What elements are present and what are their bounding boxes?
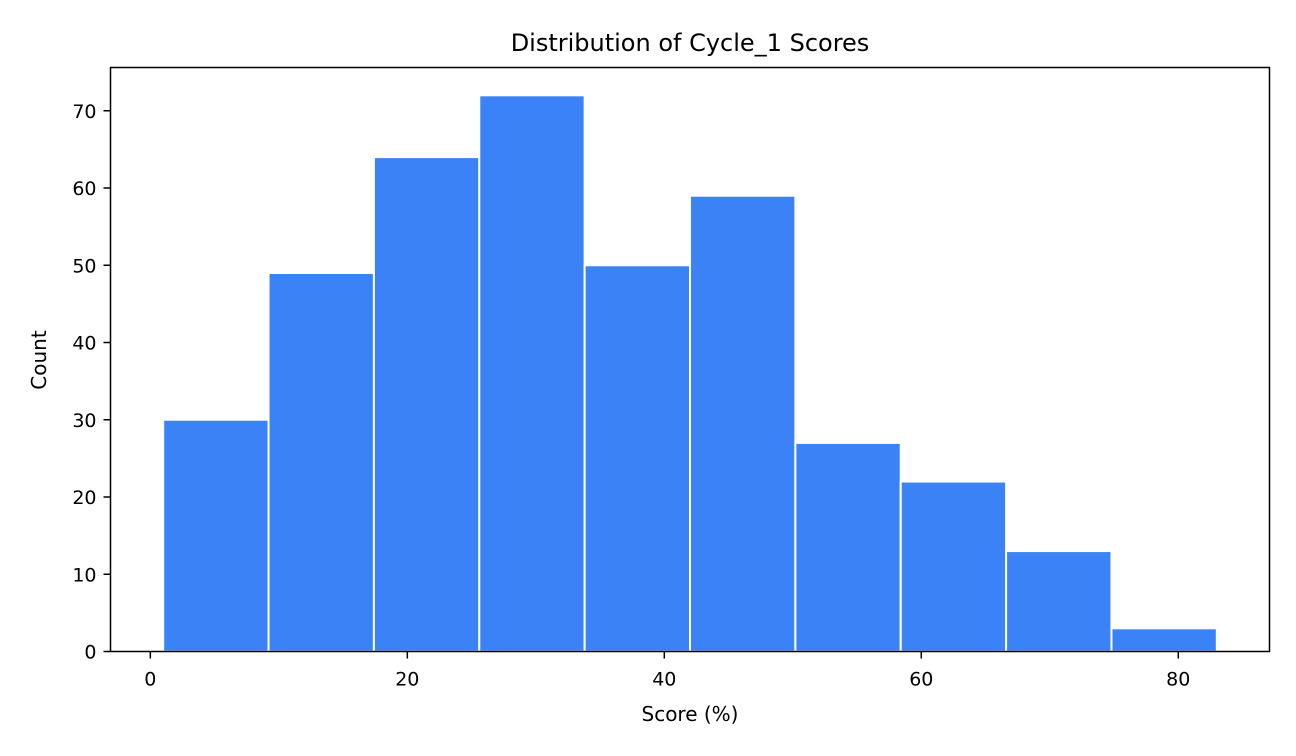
histogram-bar [478, 94, 586, 653]
y-axis-label: Count [27, 330, 51, 390]
y-tick-label: 70 [72, 101, 96, 123]
x-tick-label: 80 [1166, 669, 1190, 691]
y-tick-label: 50 [72, 255, 96, 277]
y-tick-label: 40 [72, 333, 96, 355]
plot-frame [109, 66, 1271, 653]
x-axis-ticks: 0 20 40 60 80 [144, 651, 1190, 691]
histogram-bar [689, 194, 797, 653]
histogram-bar [583, 264, 691, 653]
histogram-bar [794, 441, 902, 653]
histogram-bar [899, 480, 1008, 653]
y-tick-label: 10 [72, 564, 96, 586]
x-tick-label: 60 [909, 669, 933, 691]
y-tick-label: 20 [72, 487, 96, 509]
chart-title: Distribution of Cycle_1 Scores [511, 29, 870, 57]
histogram-bar [162, 418, 270, 653]
x-tick-label: 20 [395, 669, 419, 691]
histogram-bar [267, 271, 375, 653]
x-axis-label: Score (%) [642, 702, 739, 726]
histogram-bar [1110, 627, 1218, 653]
y-tick-label: 60 [72, 178, 96, 200]
bars-group [162, 94, 1218, 653]
y-tick-label: 30 [72, 410, 96, 432]
y-axis-ticks: 0 10 20 30 40 50 60 70 [72, 101, 111, 664]
x-tick-label: 0 [144, 669, 156, 691]
histogram-bar [372, 156, 481, 653]
x-tick-label: 40 [652, 669, 676, 691]
y-tick-label: 0 [84, 642, 96, 664]
histogram-bar [1005, 550, 1113, 653]
